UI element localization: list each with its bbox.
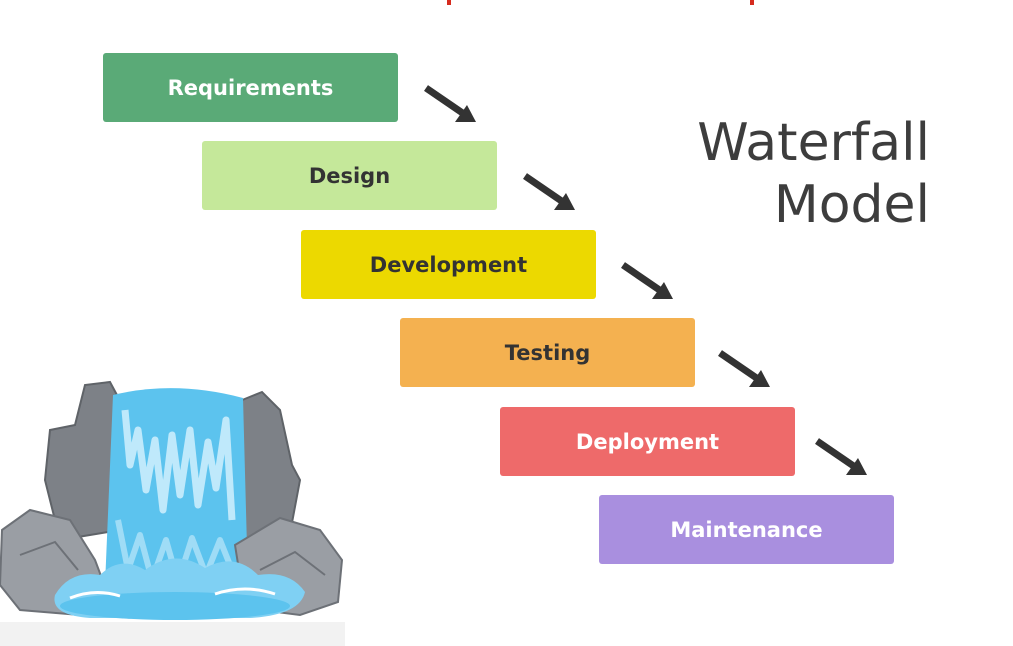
step-deployment: Deployment: [500, 407, 795, 476]
arrow-down-right-icon: [718, 350, 770, 387]
step-design: Design: [202, 141, 497, 210]
top-strip-fragments: [0, 0, 1013, 6]
diagram-title: Waterfall Model: [600, 112, 930, 236]
arrow-down-right-icon: [523, 173, 575, 210]
waterfall-illustration: [0, 380, 345, 646]
title-line-1: Waterfall: [697, 113, 930, 173]
step-testing: Testing: [400, 318, 695, 387]
arrow-down-right-icon: [424, 85, 476, 122]
step-development: Development: [301, 230, 596, 299]
arrow-down-right-icon: [621, 262, 673, 299]
step-requirements: Requirements: [103, 53, 398, 122]
arrow-down-right-icon: [815, 438, 867, 475]
title-line-2: Model: [773, 175, 930, 235]
step-maintenance: Maintenance: [599, 495, 894, 564]
